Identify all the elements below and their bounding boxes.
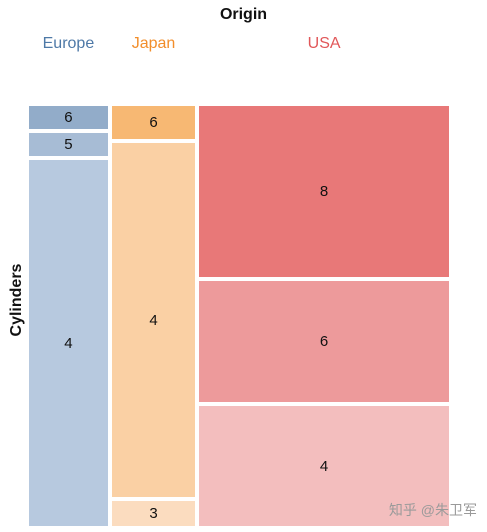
tile-japan-cyl-4: 4 [111,142,196,498]
tile-label: 6 [319,332,329,350]
watermark: 知乎 @朱卫军 [388,502,477,518]
tile-usa-cyl-6: 6 [199,280,449,403]
tile-europe-cyl-5: 5 [29,133,108,157]
origin-label-usa: USA [307,35,341,52]
tile-label: 4 [64,334,73,352]
tile-japan-cyl-3: 3 [111,501,196,526]
tile-label: 6 [64,109,73,127]
tile-usa-cyl-4: 4 [199,406,449,526]
tile-label: 6 [149,113,158,131]
chart-title: Origin [219,6,268,23]
tile-label: 4 [149,311,158,329]
y-axis-label: Cylinders [8,263,25,337]
tile-label: 3 [149,505,158,523]
tile-europe-cyl-4: 4 [29,160,108,526]
origin-label-europe: Europe [42,35,95,52]
tile-usa-cyl-8: 8 [199,106,449,277]
tile-label: 5 [64,136,73,154]
tile-europe-cyl-6: 6 [29,106,108,130]
tile-japan-cyl-6: 6 [111,106,196,139]
origin-label-japan: Japan [131,35,176,52]
tile-label: 8 [319,182,329,200]
tile-label: 4 [319,457,329,475]
